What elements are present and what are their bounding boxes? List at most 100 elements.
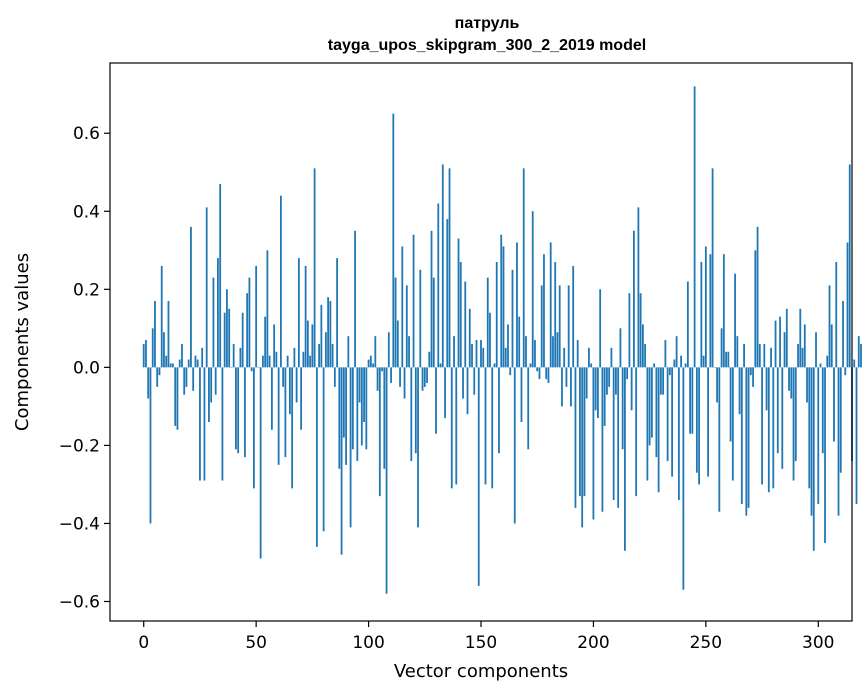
bar bbox=[228, 308, 231, 368]
bar bbox=[381, 367, 383, 372]
bar bbox=[284, 367, 287, 458]
bar bbox=[268, 355, 271, 368]
bar bbox=[495, 262, 498, 368]
bar bbox=[754, 250, 757, 368]
bar bbox=[349, 367, 352, 528]
bar bbox=[702, 355, 705, 368]
bar bbox=[259, 367, 262, 559]
bar bbox=[561, 367, 563, 407]
bar bbox=[363, 367, 365, 422]
bar bbox=[448, 168, 451, 368]
bar bbox=[201, 347, 204, 368]
bar bbox=[147, 367, 150, 399]
bar bbox=[270, 367, 273, 430]
bar bbox=[608, 367, 611, 387]
bar bbox=[828, 285, 831, 368]
bar bbox=[531, 211, 534, 368]
bar bbox=[473, 367, 476, 395]
bar bbox=[808, 367, 811, 489]
bar bbox=[356, 367, 359, 462]
bar bbox=[671, 367, 674, 477]
bar bbox=[477, 367, 480, 586]
bar bbox=[801, 347, 804, 368]
bar bbox=[763, 343, 766, 368]
bar bbox=[489, 312, 491, 368]
bar bbox=[151, 328, 154, 368]
bar bbox=[758, 343, 761, 368]
bar bbox=[430, 230, 433, 368]
bar bbox=[491, 367, 494, 489]
bar bbox=[844, 367, 847, 376]
bar bbox=[734, 273, 736, 368]
bar bbox=[273, 324, 276, 368]
bar bbox=[183, 367, 186, 395]
bar bbox=[156, 367, 159, 387]
bar bbox=[619, 328, 622, 368]
bar bbox=[781, 367, 784, 469]
bar bbox=[369, 355, 372, 368]
bar bbox=[232, 343, 235, 368]
bar bbox=[668, 367, 671, 376]
bar bbox=[279, 195, 282, 368]
bar bbox=[655, 367, 658, 458]
bar bbox=[624, 367, 626, 551]
bar bbox=[806, 367, 808, 403]
bar bbox=[340, 367, 343, 555]
bar bbox=[493, 363, 496, 368]
bar bbox=[423, 367, 426, 387]
bar bbox=[396, 320, 399, 368]
bar bbox=[824, 367, 826, 543]
bar bbox=[513, 367, 516, 524]
bar bbox=[848, 164, 851, 368]
bar bbox=[860, 343, 862, 368]
bar bbox=[792, 367, 795, 481]
bar bbox=[291, 367, 294, 489]
bar bbox=[324, 332, 327, 368]
bar bbox=[599, 289, 602, 368]
bar bbox=[785, 308, 788, 368]
bar bbox=[455, 367, 458, 485]
bar bbox=[590, 363, 593, 368]
bar bbox=[799, 308, 802, 368]
bar bbox=[428, 351, 431, 368]
bar bbox=[221, 367, 224, 481]
bar bbox=[767, 367, 770, 493]
bar bbox=[570, 367, 572, 407]
bar bbox=[529, 363, 532, 368]
bar bbox=[435, 367, 437, 434]
bar bbox=[653, 363, 656, 368]
bar bbox=[318, 343, 321, 368]
bar bbox=[783, 332, 786, 368]
bar bbox=[673, 359, 676, 368]
bar bbox=[437, 203, 440, 368]
bar bbox=[507, 324, 509, 368]
bar bbox=[203, 367, 206, 481]
bar bbox=[217, 258, 219, 368]
bar bbox=[214, 367, 217, 395]
bar bbox=[540, 285, 543, 368]
bar bbox=[302, 351, 305, 368]
x-tick-label: 150 bbox=[465, 633, 497, 653]
bar bbox=[262, 355, 264, 368]
bar bbox=[417, 367, 419, 528]
bar bbox=[707, 367, 709, 477]
bar bbox=[360, 367, 363, 446]
bar bbox=[740, 367, 743, 504]
bar bbox=[601, 367, 604, 512]
bar bbox=[543, 254, 545, 368]
bar bbox=[810, 367, 813, 516]
bar bbox=[176, 367, 179, 430]
bar bbox=[419, 269, 422, 368]
bar bbox=[450, 367, 453, 489]
bar bbox=[378, 367, 381, 497]
bar bbox=[790, 367, 793, 399]
bar bbox=[385, 367, 388, 594]
bar bbox=[729, 367, 732, 442]
bar bbox=[390, 367, 392, 383]
bar bbox=[837, 367, 840, 516]
bar bbox=[680, 355, 683, 368]
bar bbox=[405, 285, 408, 368]
bar bbox=[812, 367, 815, 551]
x-tick-label: 0 bbox=[138, 633, 149, 653]
